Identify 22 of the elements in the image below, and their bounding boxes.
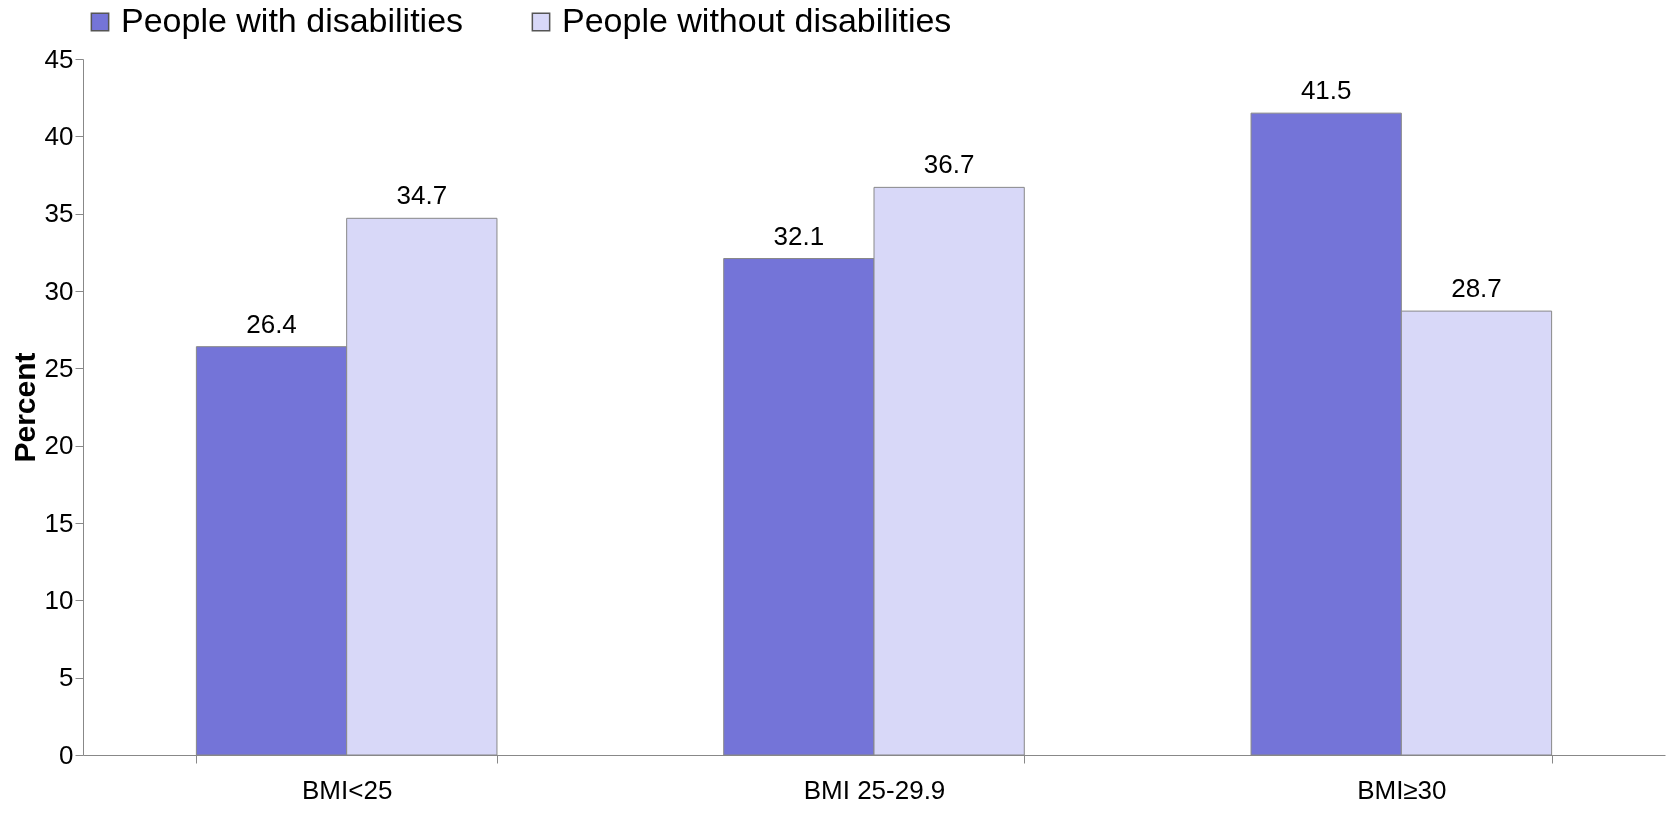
x-tick-label: BMI<25 xyxy=(302,774,393,805)
y-tick-label: 35 xyxy=(44,198,74,229)
y-tick-label: 25 xyxy=(44,352,74,383)
x-tick-label: BMI 25-29.9 xyxy=(803,774,946,805)
data-label: 26.4 xyxy=(246,308,297,339)
legend-label: People without disabilities xyxy=(562,1,952,39)
data-label: 28.7 xyxy=(1451,273,1502,304)
data-label: 32.1 xyxy=(773,220,825,251)
y-tick-label: 20 xyxy=(44,430,74,461)
y-tick-label: 45 xyxy=(44,43,74,74)
y-tick-label: 15 xyxy=(44,507,74,538)
y-tick-label: 5 xyxy=(59,662,74,693)
y-tick-label: 0 xyxy=(59,739,74,770)
data-label: 36.7 xyxy=(923,149,975,180)
y-tick-label: 30 xyxy=(44,275,74,306)
legend-label: People with disabilities xyxy=(121,1,464,39)
data-label: 41.5 xyxy=(1300,75,1352,106)
y-axis-title: Percent xyxy=(7,352,41,463)
y-tick-label: 40 xyxy=(44,120,74,151)
x-tick-label: BMI≥30 xyxy=(1357,774,1447,805)
y-tick-label: 10 xyxy=(44,584,74,615)
data-label: 34.7 xyxy=(396,180,448,211)
